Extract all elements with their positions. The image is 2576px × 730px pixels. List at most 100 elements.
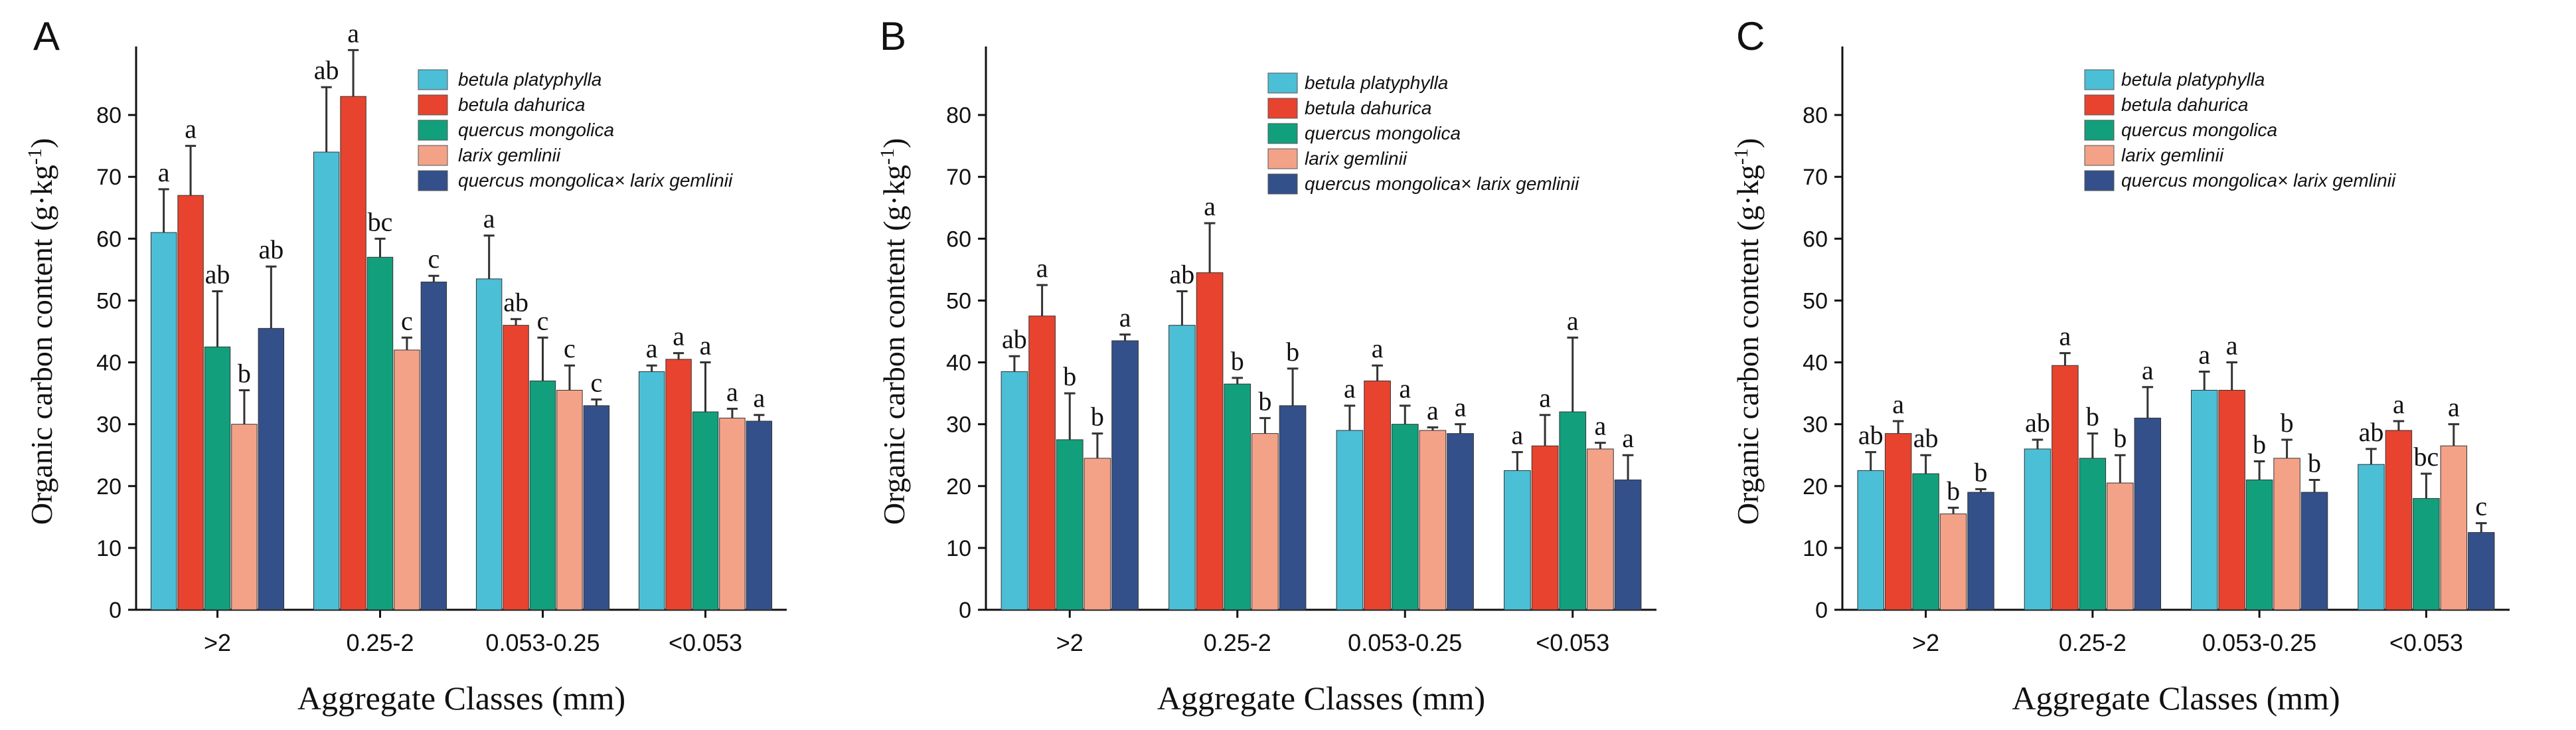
legend-swatch bbox=[2084, 94, 2115, 116]
x-tick-label: 0.25-2 bbox=[2059, 629, 2127, 656]
significance-label: a bbox=[646, 333, 658, 363]
legend-swatch bbox=[1267, 72, 1298, 94]
significance-label: c bbox=[401, 306, 413, 335]
x-tick-label: <0.053 bbox=[2389, 629, 2463, 656]
bar bbox=[692, 411, 719, 610]
bar bbox=[1001, 371, 1028, 610]
bar bbox=[2079, 458, 2107, 610]
y-tick-label: 20 bbox=[96, 474, 121, 500]
y-tick-label: 30 bbox=[1803, 412, 1828, 438]
legend: betula platyphylla betula dahurica quercus… bbox=[2084, 69, 2396, 191]
significance-label: ab bbox=[258, 234, 283, 264]
significance-label: b bbox=[1258, 386, 1271, 416]
significance-label: a bbox=[483, 204, 495, 234]
bar bbox=[1224, 383, 1251, 610]
bar bbox=[2218, 389, 2245, 610]
y-axis-label: Organic carbon content (g·kg-1) bbox=[24, 138, 58, 525]
y-tick-label: 10 bbox=[946, 536, 971, 561]
y-axis-label: Organic carbon content (g·kg-1) bbox=[1730, 138, 1765, 525]
legend-swatch bbox=[2084, 145, 2115, 166]
significance-label: a bbox=[185, 114, 197, 144]
legend-swatch bbox=[1267, 173, 1298, 195]
significance-label: c bbox=[2475, 492, 2487, 521]
legend-label: larix gemlinii bbox=[1305, 148, 1408, 169]
bar bbox=[2413, 498, 2440, 610]
bar bbox=[313, 151, 340, 610]
significance-label: c bbox=[590, 367, 602, 397]
significance-label: b bbox=[2113, 423, 2127, 453]
significance-label: a bbox=[1892, 389, 1904, 419]
bar bbox=[2134, 417, 2162, 610]
legend-label: quercus mongolica× larix gemlinii bbox=[2121, 170, 2396, 191]
bar bbox=[1419, 430, 1447, 610]
y-tick-label: 0 bbox=[959, 598, 971, 623]
legend-label: betula dahurica bbox=[1305, 98, 1431, 118]
bar bbox=[1531, 445, 1559, 610]
significance-label: a bbox=[1372, 333, 1384, 363]
y-axis-label: Organic carbon content (g·kg-1) bbox=[876, 138, 911, 525]
bar bbox=[2358, 464, 2385, 610]
y-tick-label: 60 bbox=[96, 227, 121, 252]
bar bbox=[231, 424, 258, 610]
x-tick-label: >2 bbox=[204, 629, 231, 656]
significance-label: b bbox=[238, 358, 251, 388]
y-tick-label: 50 bbox=[96, 288, 121, 314]
significance-label: b bbox=[2086, 402, 2099, 432]
significance-label: b bbox=[1947, 476, 1960, 505]
significance-label: b bbox=[2308, 448, 2321, 478]
legend: betula platyphylla betula dahurica quercus… bbox=[1267, 72, 1579, 195]
significance-label: bc bbox=[2413, 442, 2439, 472]
legend-swatch bbox=[418, 94, 448, 116]
bar bbox=[2440, 445, 2468, 610]
bar bbox=[583, 405, 610, 610]
significance-label: a bbox=[2393, 389, 2405, 419]
legend-label: quercus mongolica bbox=[458, 120, 614, 140]
significance-label: ab bbox=[1913, 423, 1939, 453]
bar bbox=[2024, 448, 2052, 610]
significance-label: ab bbox=[2025, 408, 2050, 438]
panel-letter: B bbox=[880, 14, 906, 58]
bar bbox=[2245, 479, 2273, 610]
legend-swatch bbox=[2084, 170, 2115, 191]
legend-label: betula platyphylla bbox=[2121, 69, 2265, 90]
bar bbox=[340, 96, 366, 610]
legend-swatch bbox=[1267, 123, 1298, 144]
y-tick-label: 20 bbox=[946, 474, 971, 500]
significance-label: a bbox=[158, 157, 170, 187]
bar bbox=[1251, 433, 1279, 610]
y-tick-label: 40 bbox=[946, 351, 971, 376]
bar bbox=[2300, 492, 2328, 610]
y-tick-label: 80 bbox=[96, 103, 121, 128]
significance-label: a bbox=[2059, 321, 2071, 351]
bar bbox=[2468, 532, 2495, 610]
bar bbox=[746, 420, 773, 610]
x-tick-label: 0.25-2 bbox=[1204, 629, 1271, 656]
significance-label: ab bbox=[503, 287, 528, 317]
y-tick-label: 70 bbox=[1803, 165, 1828, 190]
significance-label: b bbox=[1286, 337, 1299, 367]
significance-label: c bbox=[428, 244, 440, 274]
bar bbox=[2273, 458, 2300, 610]
bar bbox=[366, 256, 394, 610]
significance-label: a bbox=[2448, 393, 2460, 422]
y-tick-label: 0 bbox=[109, 598, 121, 623]
significance-label: a bbox=[700, 331, 712, 361]
significance-label: a bbox=[1344, 374, 1356, 404]
y-tick-label: 30 bbox=[96, 412, 121, 438]
significance-label: a bbox=[1399, 374, 1411, 404]
bar bbox=[177, 195, 204, 610]
significance-label: a bbox=[1567, 306, 1579, 335]
significance-label: b bbox=[1974, 457, 1988, 487]
x-tick-label: 0.053-0.25 bbox=[2202, 629, 2316, 656]
y-tick-label: 10 bbox=[1803, 536, 1828, 561]
bar bbox=[2190, 389, 2218, 610]
significance-label: a bbox=[1427, 395, 1439, 425]
y-tick-label: 40 bbox=[96, 351, 121, 376]
significance-label: c bbox=[564, 333, 576, 363]
legend-label: quercus mongolica bbox=[1305, 123, 1461, 143]
bar bbox=[529, 380, 556, 610]
bar bbox=[1884, 433, 1912, 610]
legend-swatch bbox=[2084, 69, 2115, 90]
y-tick-label: 80 bbox=[1803, 103, 1828, 128]
